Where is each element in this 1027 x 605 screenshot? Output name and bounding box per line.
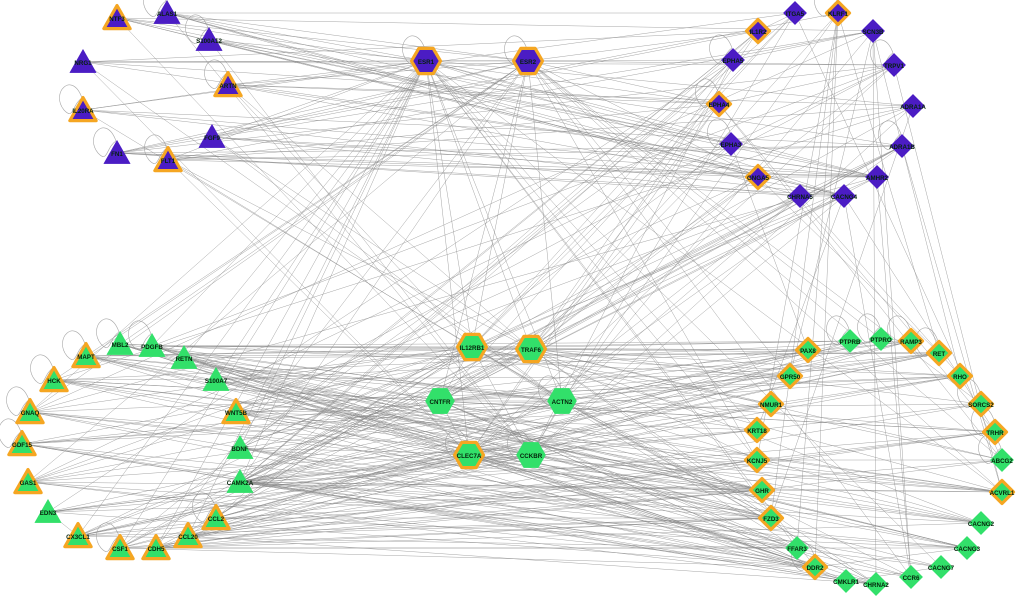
svg-text:CSF1: CSF1 <box>112 546 128 553</box>
svg-text:PAX8: PAX8 <box>800 348 816 355</box>
svg-text:IL20RA: IL20RA <box>72 108 94 115</box>
svg-text:CACNG4: CACNG4 <box>831 194 858 201</box>
svg-text:CHRNA5: CHRNA5 <box>787 194 813 201</box>
svg-text:IL1R2: IL1R2 <box>750 29 767 36</box>
svg-text:ESR1: ESR1 <box>418 59 435 66</box>
svg-text:KLRF1: KLRF1 <box>828 11 848 18</box>
svg-text:NTF3: NTF3 <box>109 16 125 23</box>
svg-text:AMHR2: AMHR2 <box>866 175 889 182</box>
svg-text:DDR2: DDR2 <box>807 565 824 572</box>
svg-text:RHO: RHO <box>953 374 967 381</box>
svg-text:HCK: HCK <box>47 378 61 385</box>
svg-text:KCNJ5: KCNJ5 <box>747 458 768 465</box>
svg-text:RET: RET <box>933 351 946 358</box>
svg-text:RETN: RETN <box>176 356 193 363</box>
svg-text:S100A7: S100A7 <box>205 378 228 385</box>
svg-text:CCL20: CCL20 <box>178 534 198 541</box>
svg-text:EDN3: EDN3 <box>40 510 57 517</box>
svg-text:NRG1: NRG1 <box>74 60 92 67</box>
svg-text:NMUR1: NMUR1 <box>760 402 783 409</box>
svg-text:FN1: FN1 <box>111 151 123 158</box>
svg-text:CMKLR1: CMKLR1 <box>833 579 859 586</box>
svg-text:SORCS2: SORCS2 <box>968 402 994 409</box>
svg-text:ABCG2: ABCG2 <box>991 458 1013 465</box>
svg-text:FGF9: FGF9 <box>204 135 220 142</box>
svg-text:TRHR: TRHR <box>986 430 1004 437</box>
svg-text:ADRA1B: ADRA1B <box>889 144 915 151</box>
svg-text:ARTN: ARTN <box>219 83 237 90</box>
svg-text:ADRA1A: ADRA1A <box>900 104 926 111</box>
svg-text:ACTN2: ACTN2 <box>552 399 573 406</box>
svg-text:WNT5B: WNT5B <box>225 410 248 417</box>
svg-text:EPHA3: EPHA3 <box>721 142 742 149</box>
svg-text:ESR2: ESR2 <box>520 59 537 66</box>
svg-text:CLEC7A: CLEC7A <box>457 453 482 460</box>
svg-text:MAPT: MAPT <box>77 354 95 361</box>
svg-text:GPR50: GPR50 <box>780 374 801 381</box>
svg-text:ALAS1: ALAS1 <box>157 11 178 18</box>
svg-text:GHR: GHR <box>755 488 769 495</box>
svg-text:GAS1: GAS1 <box>20 480 37 487</box>
svg-text:IL12RB1: IL12RB1 <box>460 345 485 352</box>
svg-text:TRPV1: TRPV1 <box>884 63 905 70</box>
svg-text:ITGA5: ITGA5 <box>786 11 805 18</box>
svg-text:CCR6: CCR6 <box>903 575 920 582</box>
svg-text:PTPRB: PTPRB <box>840 339 862 346</box>
svg-text:TRAF6: TRAF6 <box>521 347 541 354</box>
svg-text:CDH5: CDH5 <box>148 546 165 553</box>
svg-text:RAMP3: RAMP3 <box>900 339 922 346</box>
svg-text:EPHA5: EPHA5 <box>723 58 744 65</box>
svg-text:CNTFR: CNTFR <box>430 399 451 406</box>
svg-text:MBL2: MBL2 <box>112 342 129 349</box>
svg-text:CAMK2A: CAMK2A <box>227 480 254 487</box>
svg-text:GDF15: GDF15 <box>12 442 33 449</box>
svg-text:BDNF: BDNF <box>231 446 248 453</box>
svg-text:FFAR3: FFAR3 <box>787 546 807 553</box>
svg-text:CHRNA2: CHRNA2 <box>863 582 889 589</box>
svg-text:ACVRL1: ACVRL1 <box>990 490 1015 497</box>
svg-text:FZD3: FZD3 <box>763 516 779 523</box>
svg-text:SCN3B: SCN3B <box>863 29 885 36</box>
svg-text:FLT1: FLT1 <box>161 158 176 165</box>
svg-text:GNAQ: GNAQ <box>21 410 40 417</box>
svg-text:CACNG7: CACNG7 <box>928 565 955 572</box>
svg-text:CACNG2: CACNG2 <box>968 521 995 528</box>
svg-text:EPHA4: EPHA4 <box>709 102 730 109</box>
svg-text:PTPRO: PTPRO <box>870 337 892 344</box>
svg-text:CCL2: CCL2 <box>208 516 225 523</box>
svg-text:S100A12: S100A12 <box>196 38 222 45</box>
svg-text:CX3CL1: CX3CL1 <box>66 534 90 541</box>
svg-text:KRT18: KRT18 <box>747 428 767 435</box>
svg-text:CACNG3: CACNG3 <box>954 546 981 553</box>
svg-text:GNGA5: GNGA5 <box>747 175 770 182</box>
svg-text:PDGFB: PDGFB <box>141 344 163 351</box>
svg-text:CCKBR: CCKBR <box>520 453 543 460</box>
